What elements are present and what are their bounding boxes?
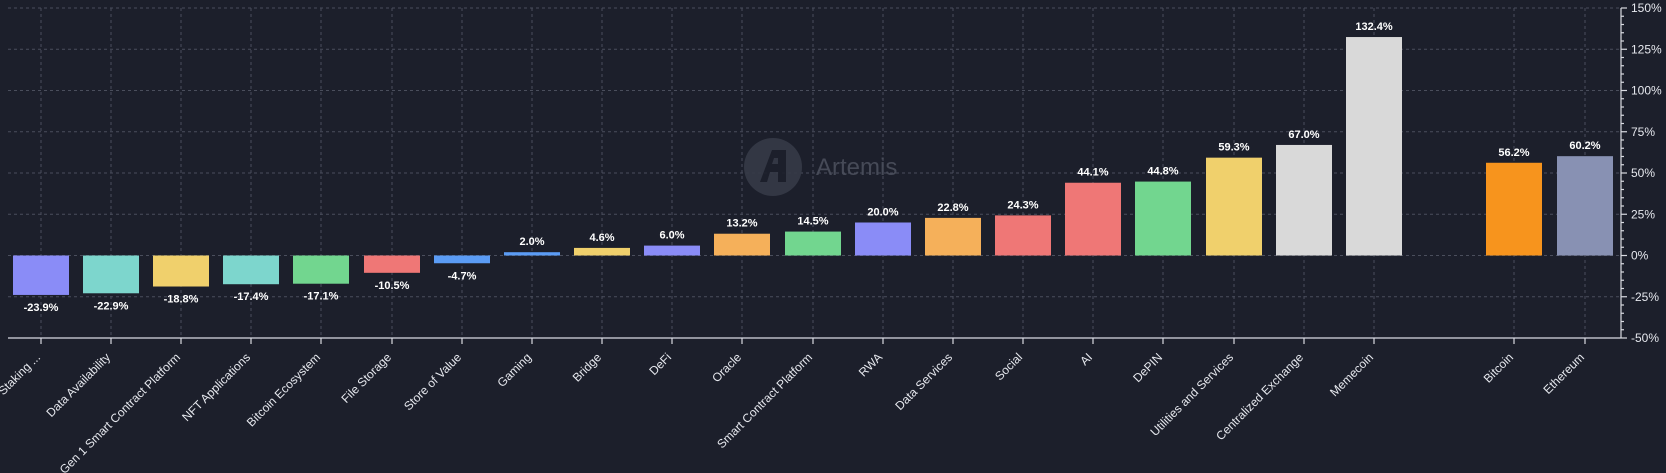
x-tick-label: Data Availability [43, 350, 113, 420]
x-tick-label: AI [1077, 350, 1095, 368]
x-tick-label: Bridge [570, 350, 605, 385]
x-tick-label: Gaming [495, 350, 535, 390]
data-label: 24.3% [1007, 199, 1038, 211]
y-tick-label: 150% [1631, 1, 1662, 15]
x-tick-label: Social [992, 350, 1025, 383]
data-label: 44.1% [1077, 167, 1108, 179]
x-tick-label: File Storage [338, 350, 394, 406]
data-label: -23.9% [24, 302, 59, 314]
bar [83, 255, 139, 294]
y-tick-label: 125% [1631, 42, 1662, 56]
data-label: 60.2% [1569, 140, 1600, 152]
bar [995, 215, 1051, 256]
bar [504, 252, 560, 256]
data-label: 14.5% [797, 216, 828, 228]
y-tick-label: 100% [1631, 84, 1662, 98]
x-tick-label: Gen 1 Smart Contract Platform [57, 350, 183, 473]
bar [1276, 144, 1332, 256]
bar [293, 255, 349, 284]
bar [1346, 37, 1402, 256]
x-tick-label: DePIN [1130, 350, 1165, 385]
bar [644, 245, 700, 256]
bar [925, 217, 981, 256]
watermark-text: Artemis [816, 154, 897, 181]
bar [223, 255, 279, 285]
data-label: 56.2% [1498, 147, 1529, 159]
x-tick-label: Ethereum [1540, 350, 1587, 397]
data-label: 6.0% [659, 230, 684, 242]
bar [1486, 162, 1542, 256]
y-tick-label: -50% [1631, 331, 1659, 345]
bar [785, 231, 841, 256]
artemis-watermark: Artemis [744, 138, 897, 196]
x-tick-label: RWA [856, 350, 885, 379]
x-tick-label: Staking ... [0, 350, 43, 398]
artemis-logo-mark [760, 150, 786, 182]
y-tick-label: 75% [1631, 125, 1655, 139]
bars: -23.9% -22.9% -18.8% -17.4% -17.1% -10.5% -4.7… [13, 21, 1613, 314]
x-tick-label: NFT Applications [179, 350, 253, 424]
bar [1135, 181, 1191, 256]
data-label: 4.6% [589, 232, 614, 244]
data-label: 22.8% [937, 202, 968, 214]
data-label: -4.7% [448, 270, 477, 282]
data-label: 67.0% [1288, 129, 1319, 141]
x-tick-label: Memecoin [1327, 350, 1376, 399]
y-tick-label: 0% [1631, 249, 1649, 263]
y-tick-label: 25% [1631, 207, 1655, 221]
x-tick-label: Store of Value [401, 350, 464, 413]
bar [1206, 157, 1262, 256]
bar [434, 255, 490, 264]
data-label: -17.4% [234, 291, 269, 303]
bar [1557, 156, 1613, 256]
x-tick-label: DeFi [646, 350, 674, 378]
x-tick-label: Bitcoin Ecosystem [244, 350, 323, 429]
data-label: 13.2% [726, 218, 757, 230]
data-label: 44.8% [1147, 166, 1178, 178]
bar [714, 233, 770, 256]
bar [855, 222, 911, 256]
data-label: -10.5% [375, 280, 410, 292]
y-tick-label: -25% [1631, 290, 1659, 304]
x-tick-label: Bitcoin [1481, 350, 1516, 385]
bar [13, 255, 69, 295]
x-tick-label: Data Services [892, 350, 955, 413]
data-label: -22.9% [94, 300, 129, 312]
data-label: -18.8% [164, 294, 199, 306]
data-label: -17.1% [304, 291, 339, 303]
data-label: 132.4% [1355, 21, 1393, 33]
bar [1065, 182, 1121, 256]
bar [574, 247, 630, 256]
bar [364, 255, 420, 273]
x-tick-label: Oracle [709, 350, 744, 385]
data-label: 59.3% [1218, 142, 1249, 154]
y-tick-label: 50% [1631, 166, 1655, 180]
data-label: 2.0% [519, 236, 544, 248]
data-label: 20.0% [867, 207, 898, 219]
bar [153, 255, 209, 287]
